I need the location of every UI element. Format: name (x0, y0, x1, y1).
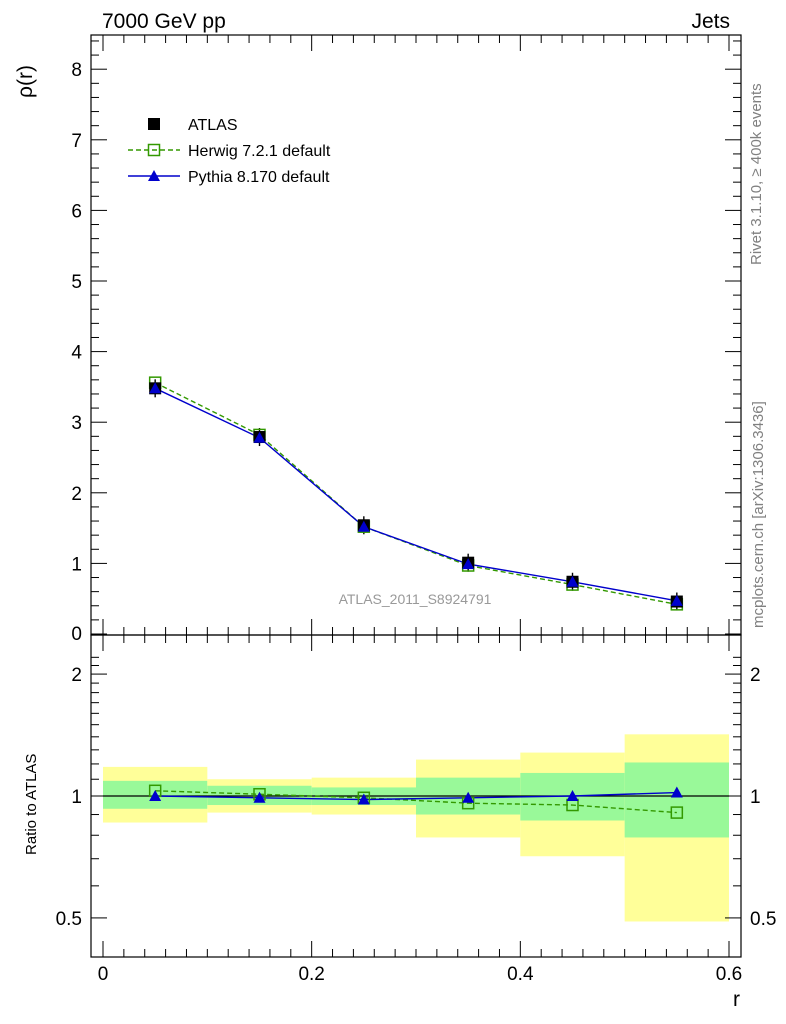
ratio-point-series-1 (149, 790, 162, 801)
x-tick-label: 0.4 (507, 964, 534, 985)
ratio-y-tick-label: 2 (71, 665, 82, 686)
main-y-tick-label: 8 (71, 60, 82, 81)
ratio-axis-ticks: 0.5 0.5 1 1 2 2 0 0.2 0.4 0.6 (56, 635, 776, 985)
ratio-y-tick-label: 1 (71, 787, 82, 808)
legend: ATLAS Herwig 7.2.1 default Pythia 8.170 de… (128, 117, 331, 186)
main-axis-ticks: 0 1 2 3 4 5 6 7 8 (71, 35, 741, 645)
main-y-tick-label: 7 (71, 131, 82, 152)
main-point-series-2 (149, 382, 162, 394)
main-y-tick-label: 0 (71, 624, 82, 645)
ratio-panel: 0.5 0.5 1 1 2 2 0 0.2 0.4 0.6 Ratio to ATLAS r (23, 634, 776, 1011)
main-series-line-1 (154, 382, 677, 606)
ratio-series-line-0 (155, 790, 677, 814)
rivet-version-label: Rivet 3.1.10, ≥ 400k events (748, 83, 765, 265)
main-y-tick-label: 4 (71, 343, 82, 364)
x-tick-label: 0 (98, 964, 109, 985)
header-left-label: 7000 GeV pp (102, 10, 226, 33)
main-y-tick-label: 6 (71, 201, 82, 222)
legend-label: ATLAS (188, 117, 238, 134)
main-y-tick-label: 2 (71, 484, 82, 505)
ratio-y-tick-label-right: 0.5 (750, 909, 776, 930)
ratio-data-marks (148, 784, 684, 819)
ratio-point-series-1 (670, 786, 683, 798)
x-tick-label: 0.6 (716, 964, 742, 985)
main-data-marks (148, 376, 684, 611)
x-axis-label: r (733, 988, 740, 1011)
legend-label: Herwig 7.2.1 default (188, 143, 331, 160)
header-right-label: Jets (691, 10, 730, 33)
main-point-series-2 (357, 520, 370, 532)
main-point-series-2 (566, 575, 579, 587)
ratio-point-series-1 (357, 793, 370, 805)
ratio-frame (90, 634, 742, 958)
main-point-series-2 (253, 431, 266, 443)
legend-marker (147, 143, 161, 157)
ratio-y-tick-label-right: 2 (750, 665, 761, 686)
main-y-tick-label: 3 (71, 413, 82, 434)
main-y-axis-label: ρ(r) (14, 65, 37, 98)
main-y-tick-label: 1 (71, 554, 82, 575)
legend-marker (148, 118, 160, 130)
analysis-watermark: ATLAS_2011_S8924791 (339, 591, 492, 607)
main-series-line-2 (154, 387, 677, 602)
ratio-y-tick-label: 0.5 (56, 909, 82, 930)
ratio-point-series-0 (670, 806, 684, 819)
legend-label: Pythia 8.170 default (188, 169, 330, 186)
ratio-series-line-1 (155, 791, 677, 801)
ratio-uncertainty-bands (103, 734, 729, 922)
ratio-y-axis-label: Ratio to ATLAS (23, 754, 40, 855)
main-point-series-2 (670, 594, 683, 606)
main-point-series-2 (462, 558, 475, 570)
ratio-band-inner (624, 762, 729, 838)
x-tick-label: 0.2 (298, 964, 324, 985)
mcplots-label: mcplots.cern.ch [arXiv:1306.3436] (750, 401, 767, 628)
ratio-y-tick-label-right: 1 (750, 787, 761, 808)
main-panel: 0 1 2 3 4 5 6 7 8 ATLAS_2011_S8924791 ρ(r) ATLAS… (14, 34, 742, 645)
main-y-tick-label: 5 (71, 272, 82, 293)
legend-marker (148, 170, 160, 181)
ratio-point-series-1 (566, 790, 579, 801)
ratio-point-series-1 (462, 791, 475, 803)
ratio-point-series-1 (253, 791, 266, 803)
